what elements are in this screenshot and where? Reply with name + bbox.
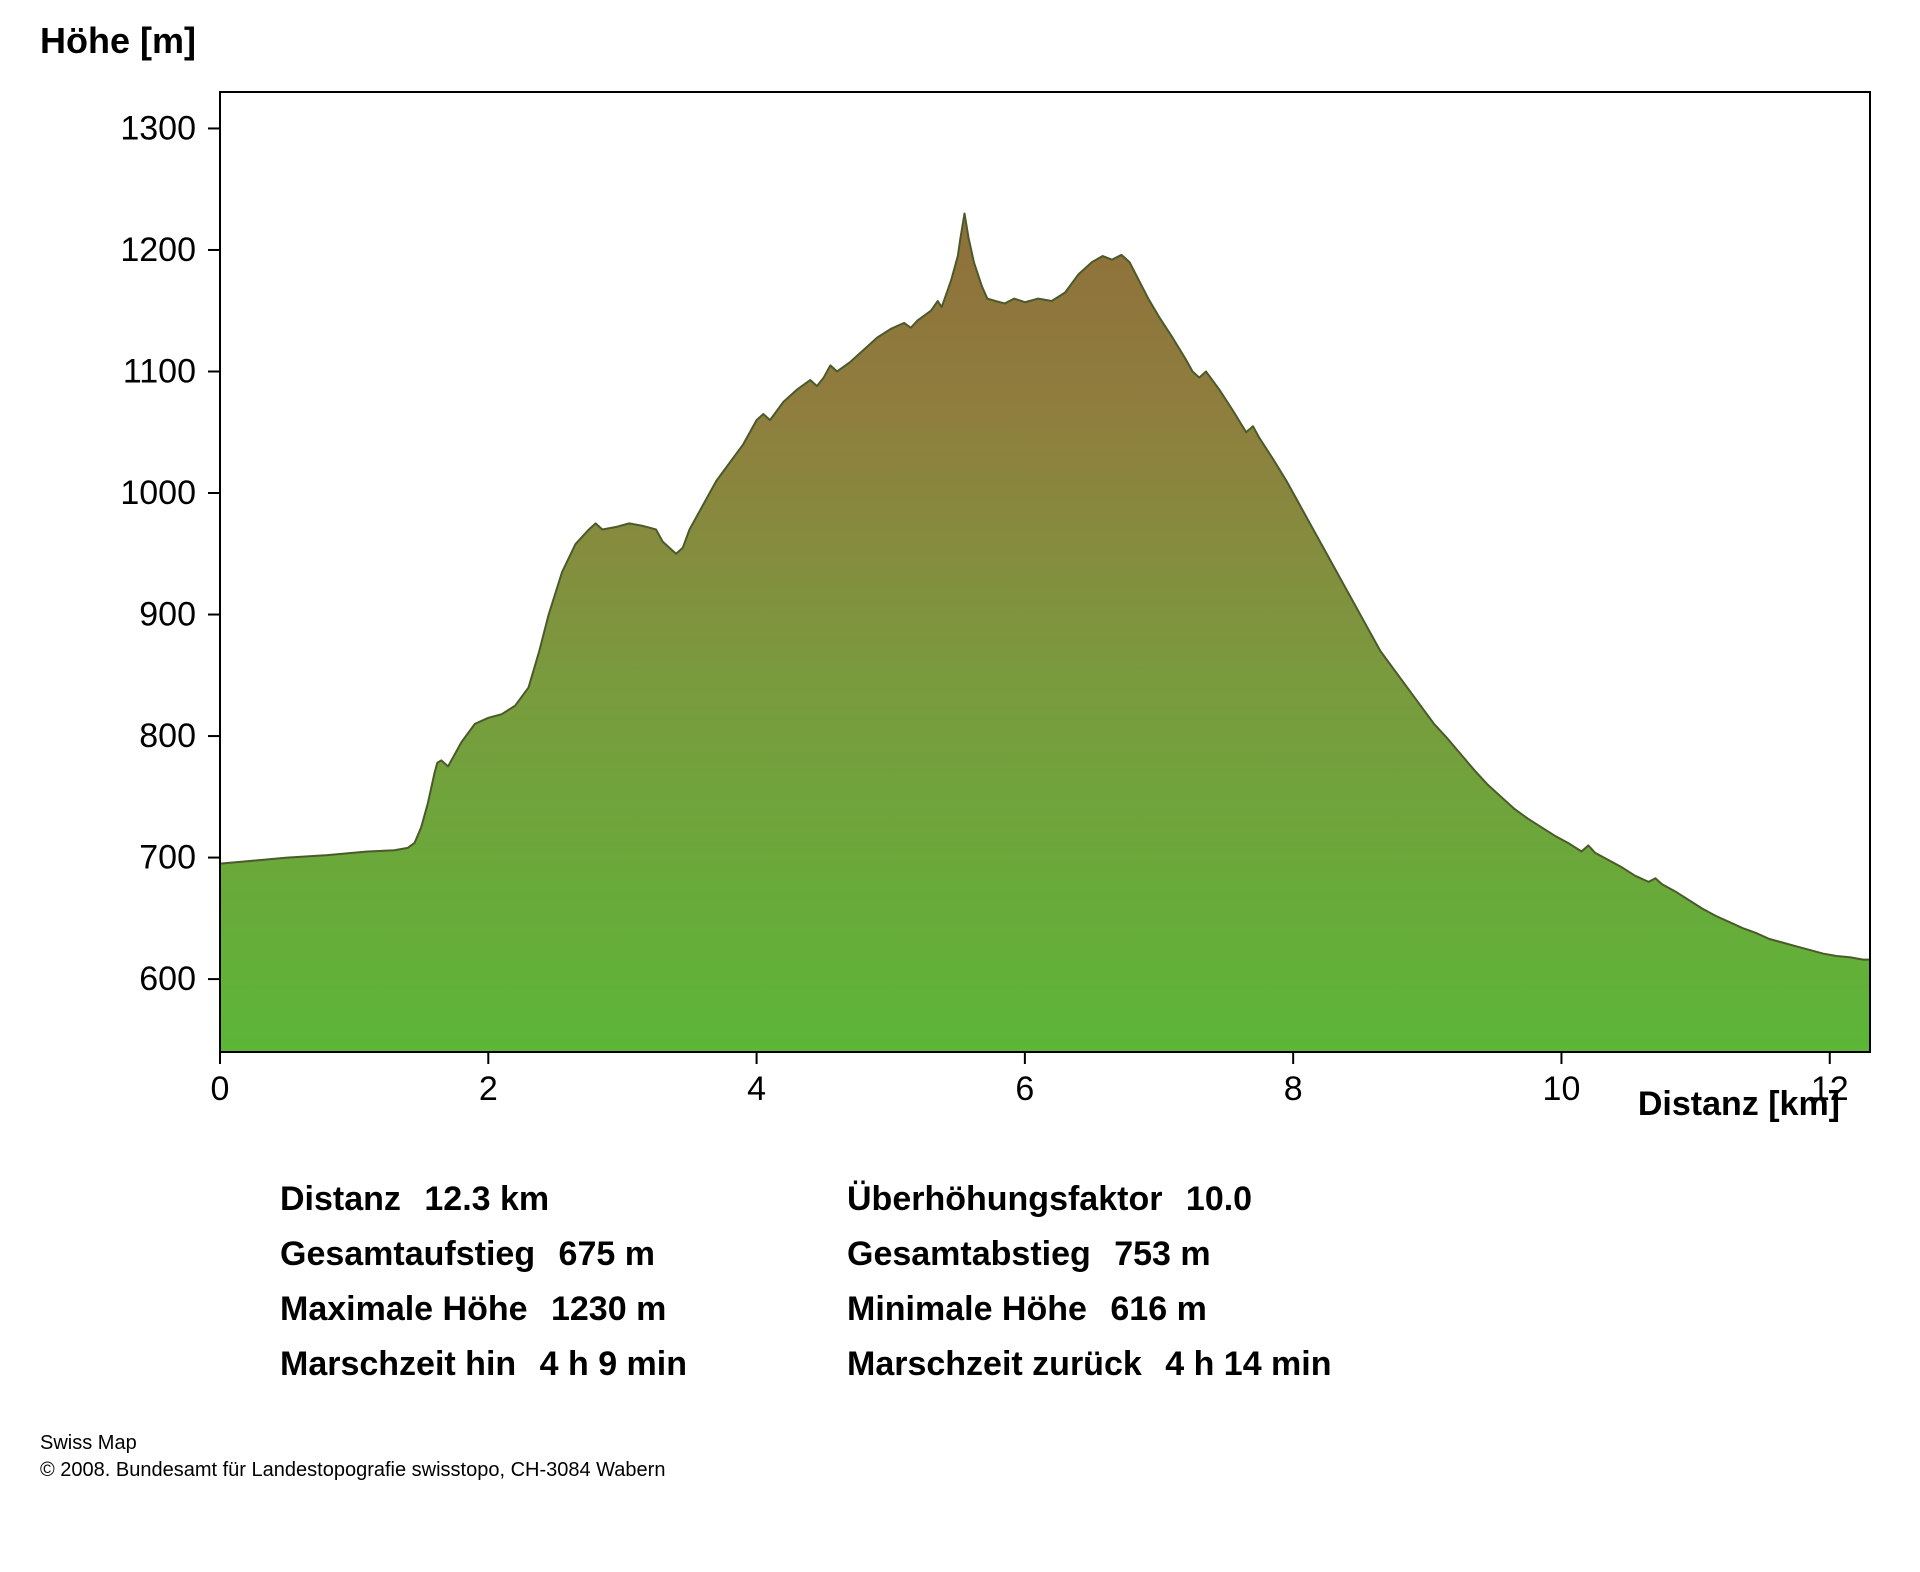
stat-value: 12.3 km	[424, 1180, 549, 1218]
stat-label: Gesamtaufstieg	[280, 1235, 535, 1273]
chart-svg: 6007008009001000110012001300024681012	[40, 72, 1900, 1152]
stat-row: Marschzeit hin 4 h 9 min	[280, 1345, 687, 1384]
stat-value: 675 m	[559, 1235, 655, 1273]
stat-value: 616 m	[1110, 1290, 1206, 1328]
stat-row: Gesamtaufstieg 675 m	[280, 1235, 687, 1274]
stat-row: Minimale Höhe 616 m	[847, 1290, 1332, 1329]
svg-text:8: 8	[1284, 1070, 1303, 1108]
footer: Swiss Map © 2008. Bundesamt für Landesto…	[40, 1430, 1880, 1484]
svg-text:1000: 1000	[120, 474, 196, 512]
stats-col-right: Überhöhungsfaktor 10.0 Gesamtabstieg 753…	[847, 1180, 1332, 1400]
y-axis-title: Höhe [m]	[40, 20, 1880, 62]
stat-label: Gesamtabstieg	[847, 1235, 1091, 1273]
elevation-chart: 6007008009001000110012001300024681012 Di…	[40, 72, 1900, 1152]
stat-value: 4 h 9 min	[540, 1345, 687, 1383]
stat-label: Marschzeit zurück	[847, 1345, 1142, 1383]
svg-text:4: 4	[747, 1070, 766, 1108]
svg-text:1200: 1200	[120, 231, 196, 269]
svg-text:6: 6	[1015, 1070, 1034, 1108]
stat-value: 1230 m	[551, 1290, 666, 1328]
stat-row: Überhöhungsfaktor 10.0	[847, 1180, 1332, 1219]
stat-value: 753 m	[1114, 1235, 1210, 1273]
x-axis-title: Distanz [km]	[1638, 1085, 1840, 1124]
svg-text:1100: 1100	[123, 352, 196, 390]
svg-text:900: 900	[139, 596, 196, 634]
stat-value: 4 h 14 min	[1165, 1345, 1331, 1383]
svg-text:700: 700	[139, 839, 196, 877]
stat-row: Maximale Höhe 1230 m	[280, 1290, 687, 1329]
page: Höhe [m] 600 700 800 900 1000 1100 1200 1300 0 2 4…	[0, 0, 1920, 1572]
stat-label: Überhöhungsfaktor	[847, 1180, 1162, 1218]
stats-block: Distanz 12.3 km Gesamtaufstieg 675 m Max…	[280, 1180, 1880, 1400]
stat-row: Gesamtabstieg 753 m	[847, 1235, 1332, 1274]
svg-text:10: 10	[1543, 1070, 1581, 1108]
stat-label: Marschzeit hin	[280, 1345, 516, 1383]
stat-label: Distanz	[280, 1180, 401, 1218]
svg-text:0: 0	[211, 1070, 230, 1108]
svg-text:1300: 1300	[120, 109, 196, 147]
stat-row: Marschzeit zurück 4 h 14 min	[847, 1345, 1332, 1384]
svg-text:800: 800	[139, 717, 196, 755]
stat-row: Distanz 12.3 km	[280, 1180, 687, 1219]
stat-label: Minimale Höhe	[847, 1290, 1087, 1328]
footer-line: © 2008. Bundesamt für Landestopografie s…	[40, 1457, 1880, 1484]
stat-value: 10.0	[1186, 1180, 1252, 1218]
svg-text:600: 600	[139, 960, 196, 998]
stat-label: Maximale Höhe	[280, 1290, 528, 1328]
footer-line: Swiss Map	[40, 1430, 1880, 1457]
stats-col-left: Distanz 12.3 km Gesamtaufstieg 675 m Max…	[280, 1180, 687, 1400]
svg-text:2: 2	[479, 1070, 498, 1108]
